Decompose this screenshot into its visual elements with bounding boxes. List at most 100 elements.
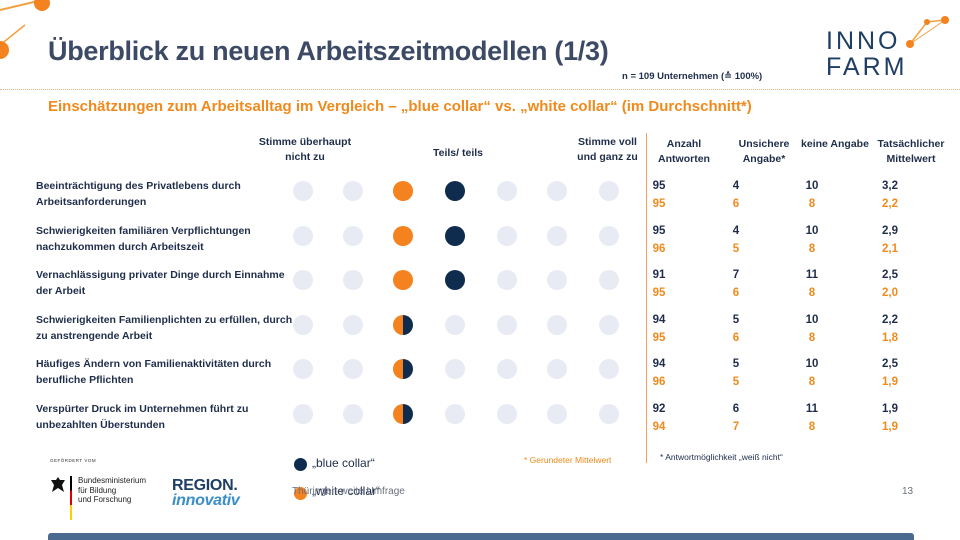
value-keine-blue: 11 bbox=[805, 269, 819, 281]
scale-dot bbox=[599, 359, 619, 379]
flag-stripe bbox=[70, 476, 72, 520]
scale-dot bbox=[497, 181, 517, 201]
scale-dot bbox=[497, 315, 517, 335]
row-label: Schwierigkeiten Familienplichten zu erfü… bbox=[36, 314, 293, 342]
value-unsicher-white: 6 bbox=[732, 332, 740, 344]
value-keine-blue: 10 bbox=[805, 225, 819, 237]
mean-dot-white-collar bbox=[393, 181, 413, 201]
scale-dot bbox=[497, 404, 517, 424]
scale-dot bbox=[599, 315, 619, 335]
value-mittelwert-blue: 2,5 bbox=[882, 358, 898, 370]
col-header-antworten: Anzahl Antworten bbox=[658, 138, 710, 165]
scale-dot bbox=[547, 181, 567, 201]
scale-dot bbox=[497, 226, 517, 246]
bmbf-line3: und Forschung bbox=[78, 495, 132, 504]
scale-dot bbox=[293, 315, 313, 335]
legend-orange-dot bbox=[294, 487, 307, 500]
value-antworten-white: 95 bbox=[652, 332, 666, 344]
scale-dot bbox=[343, 359, 363, 379]
mean-dot-white-collar bbox=[393, 270, 413, 290]
scale-dot bbox=[293, 404, 313, 424]
value-antworten-white: 94 bbox=[652, 421, 666, 433]
value-keine-blue: 10 bbox=[805, 314, 819, 326]
value-antworten-blue: 95 bbox=[652, 180, 666, 192]
value-antworten-blue: 94 bbox=[652, 314, 666, 326]
funding-note: GEFÖRDERT VOM bbox=[50, 458, 97, 463]
mean-dot-blue-collar bbox=[445, 270, 465, 290]
value-keine-white: 8 bbox=[808, 421, 816, 433]
legend-blue-dot bbox=[294, 458, 307, 471]
source-note: Thüringen-weite Umfrage bbox=[292, 486, 405, 497]
value-keine-white: 8 bbox=[808, 332, 816, 344]
value-antworten-white: 96 bbox=[652, 376, 666, 388]
value-keine-white: 8 bbox=[808, 287, 816, 299]
scale-dot bbox=[547, 315, 567, 335]
bmbf-logo-text: Bundesministerium für Bildung und Forsch… bbox=[78, 476, 146, 505]
value-keine-white: 8 bbox=[808, 243, 816, 255]
value-mittelwert-white: 1,9 bbox=[882, 421, 898, 433]
scale-dot bbox=[293, 181, 313, 201]
row-label: Beeinträchtigung des Privatlebens durch … bbox=[36, 180, 241, 208]
value-keine-white: 8 bbox=[808, 376, 816, 388]
value-keine-blue: 11 bbox=[805, 403, 819, 415]
mean-dot-both bbox=[393, 359, 413, 379]
mean-dot-blue-collar bbox=[445, 181, 465, 201]
scale-dot bbox=[343, 270, 363, 290]
value-mittelwert-blue: 2,2 bbox=[882, 314, 898, 326]
value-mittelwert-white: 1,9 bbox=[882, 376, 898, 388]
scale-dot bbox=[547, 404, 567, 424]
region-line1: REGION. bbox=[172, 477, 238, 494]
scale-dot bbox=[547, 270, 567, 290]
scale-dot bbox=[343, 315, 363, 335]
value-unsicher-blue: 6 bbox=[732, 403, 740, 415]
scale-dot bbox=[343, 404, 363, 424]
value-antworten-white: 96 bbox=[652, 243, 666, 255]
value-keine-blue: 10 bbox=[805, 180, 819, 192]
value-unsicher-blue: 5 bbox=[732, 358, 740, 370]
scale-dot bbox=[497, 270, 517, 290]
scale-dot bbox=[445, 404, 465, 424]
scale-dot bbox=[445, 359, 465, 379]
scale-label-middle: Teils/ teils bbox=[433, 147, 483, 159]
scale-dot bbox=[599, 226, 619, 246]
page-number: 13 bbox=[902, 486, 914, 497]
value-unsicher-blue: 4 bbox=[732, 180, 740, 192]
value-unsicher-white: 7 bbox=[732, 421, 740, 433]
value-mittelwert-blue: 2,9 bbox=[882, 225, 898, 237]
value-keine-blue: 10 bbox=[805, 358, 819, 370]
legend-blue-label: „blue collar“ bbox=[312, 456, 375, 470]
value-unsicher-blue: 7 bbox=[732, 269, 740, 281]
mean-dot-both bbox=[393, 404, 413, 424]
value-antworten-blue: 95 bbox=[652, 225, 666, 237]
value-unsicher-white: 5 bbox=[732, 376, 740, 388]
value-antworten-white: 95 bbox=[652, 198, 666, 210]
value-mittelwert-blue: 2,5 bbox=[882, 269, 898, 281]
value-mittelwert-white: 2,1 bbox=[882, 243, 898, 255]
mean-dot-white-collar bbox=[393, 226, 413, 246]
scale-dot bbox=[599, 404, 619, 424]
scale-dot bbox=[599, 270, 619, 290]
value-antworten-blue: 94 bbox=[652, 358, 666, 370]
row-label: Schwierigkeiten familiären Verpflichtung… bbox=[36, 225, 251, 253]
value-antworten-blue: 92 bbox=[652, 403, 666, 415]
value-mittelwert-blue: 3,2 bbox=[882, 180, 898, 192]
value-unsicher-white: 6 bbox=[732, 287, 740, 299]
value-mittelwert-blue: 1,9 bbox=[882, 403, 898, 415]
unsure-note: * Antwortmöglichkeit „weiß nicht“ bbox=[660, 452, 783, 462]
col-header-unsicher: Unsichere Angabe* bbox=[738, 138, 790, 165]
logo-network-icon bbox=[906, 16, 949, 48]
value-keine-white: 8 bbox=[808, 198, 816, 210]
scale-dot bbox=[343, 226, 363, 246]
scale-dot bbox=[293, 226, 313, 246]
col-header-mittelwert: Tatsächlicher Mittelwert bbox=[877, 138, 945, 165]
value-unsicher-white: 5 bbox=[732, 243, 740, 255]
value-unsicher-white: 6 bbox=[732, 198, 740, 210]
network-decoration bbox=[0, 0, 50, 59]
page-title: Überblick zu neuen Arbeitszeitmodellen (… bbox=[48, 36, 609, 66]
scale-dot bbox=[599, 181, 619, 201]
row-label: Häufiges Ändern von Familienaktivitäten … bbox=[36, 358, 272, 386]
page-subtitle: Einschätzungen zum Arbeitsalltag im Verg… bbox=[48, 98, 752, 115]
bmbf-line2: für Bildung bbox=[78, 485, 117, 495]
scale-dot bbox=[293, 270, 313, 290]
bmbf-line1: Bundesministerium bbox=[78, 476, 147, 485]
